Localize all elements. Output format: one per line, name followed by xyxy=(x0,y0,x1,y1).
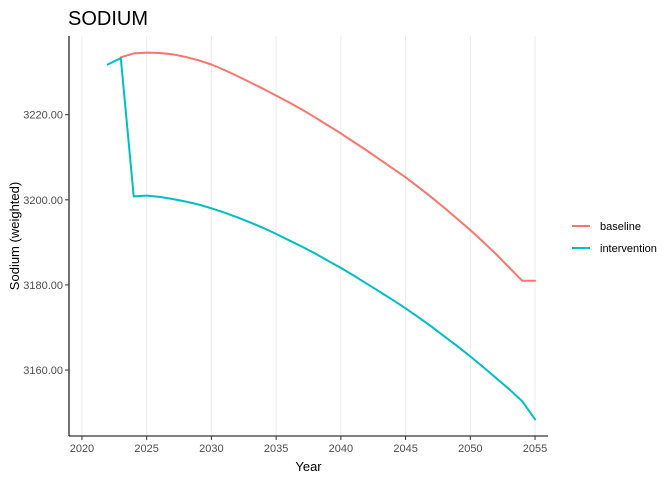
y-tick-label: 3160.00 xyxy=(23,365,63,377)
series-line-baseline xyxy=(119,51,537,282)
x-tick-label: 2020 xyxy=(70,443,94,455)
legend: baseline intervention xyxy=(572,221,657,255)
y-tick-label: 3180.00 xyxy=(23,280,63,292)
series-line-intervention xyxy=(106,57,537,421)
legend-label-baseline: baseline xyxy=(600,221,641,233)
x-tick-label: 2055 xyxy=(523,443,547,455)
series-lines xyxy=(106,51,537,421)
x-tick-label: 2050 xyxy=(458,443,482,455)
y-tick-label: 3200.00 xyxy=(23,195,63,207)
x-tick-label: 2040 xyxy=(329,443,353,455)
x-axis-title: Year xyxy=(295,459,322,474)
y-axis-ticks: 3160.00 3180.00 3200.00 3220.00 xyxy=(23,110,69,377)
x-axis-ticks: 2020 2025 2030 2035 2040 2045 2050 2055 xyxy=(70,436,547,455)
gridlines xyxy=(81,36,536,436)
y-axis-title: Sodium (weighted) xyxy=(7,182,22,290)
x-tick-label: 2030 xyxy=(199,443,223,455)
chart-title: SODIUM xyxy=(68,8,148,30)
x-tick-label: 2035 xyxy=(264,443,288,455)
x-tick-label: 2045 xyxy=(393,443,417,455)
legend-label-intervention: intervention xyxy=(600,243,657,255)
y-tick-label: 3220.00 xyxy=(23,110,63,122)
x-tick-label: 2025 xyxy=(134,443,158,455)
